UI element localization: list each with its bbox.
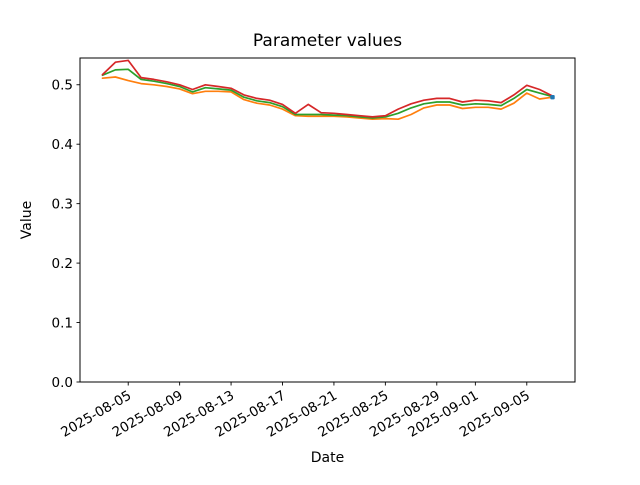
end-marker [550, 95, 555, 100]
series-orange-line [101, 76, 554, 121]
y-tick-label: 0.3 [52, 196, 73, 212]
y-tick-label: 0.5 [52, 78, 73, 94]
y-tick-label: 0.1 [52, 315, 73, 331]
axes-frame [79, 57, 576, 383]
plot-area: 0.00.10.20.30.40.52025-08-052025-08-0920… [52, 57, 576, 441]
y-axis-label: Value [19, 201, 35, 239]
x-axis-label: Date [311, 450, 344, 466]
chart-title: Parameter values [253, 31, 402, 51]
series-green-line [101, 68, 554, 119]
y-tick-label: 0.4 [52, 137, 73, 153]
y-tick-label: 0.0 [52, 375, 73, 391]
y-tick-label: 0.2 [52, 256, 73, 272]
series-red-line [101, 59, 554, 118]
